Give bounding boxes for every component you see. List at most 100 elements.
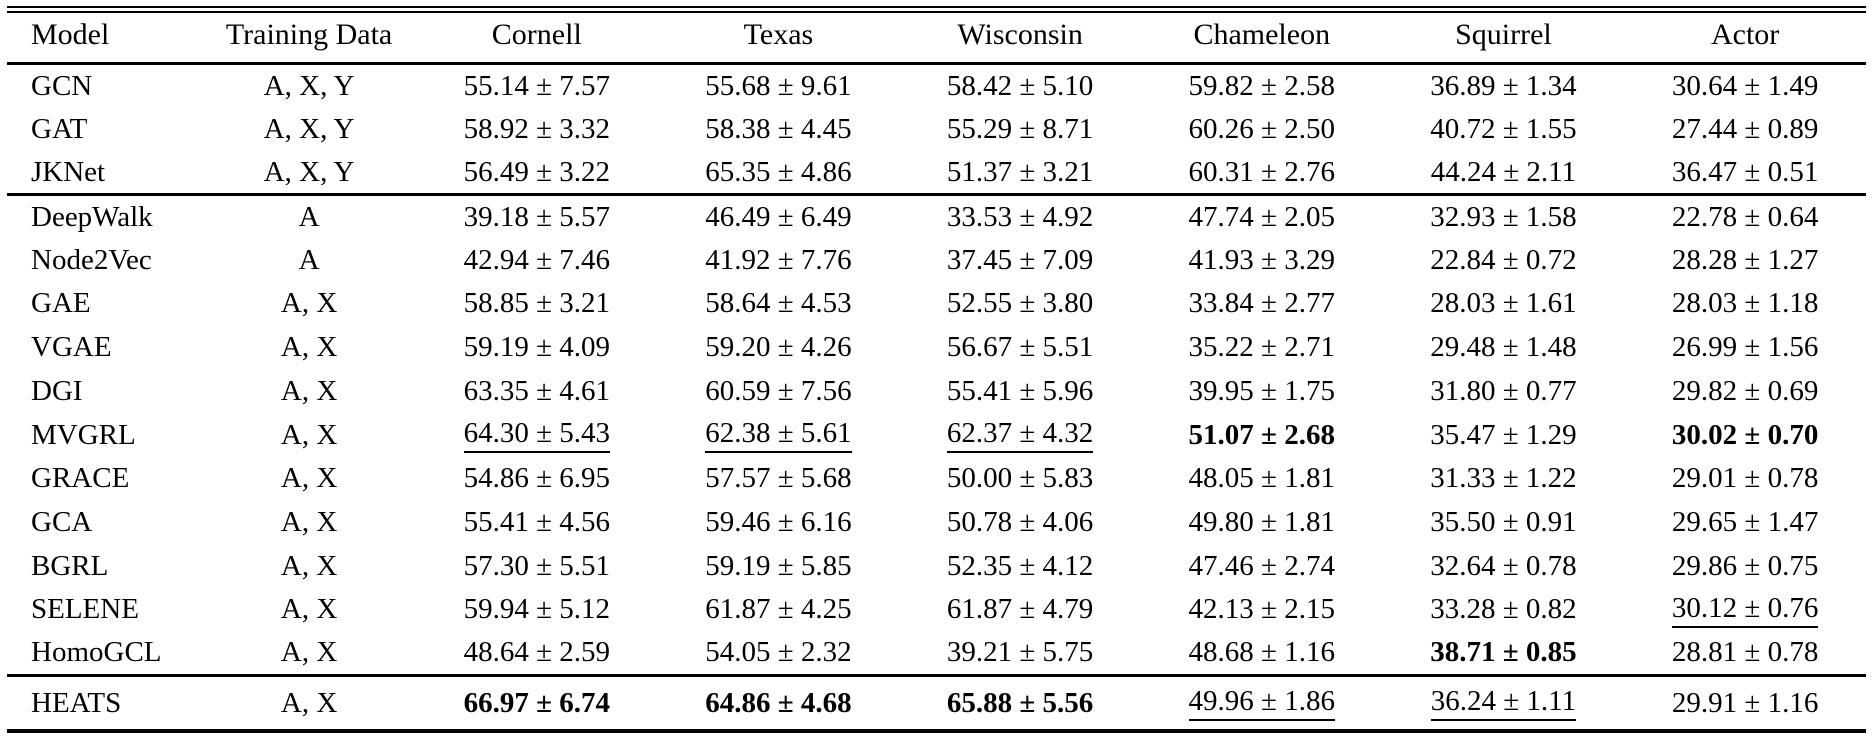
score-cell: 29.91 ± 1.16 — [1624, 676, 1866, 731]
training-data-cell: A, X, Y — [263, 155, 355, 188]
score-value: 59.94 ± 5.12 — [463, 593, 610, 626]
score-cell: 58.92 ± 3.32 — [416, 107, 658, 151]
score-cell: 59.19 ± 4.09 — [416, 326, 658, 370]
score-value: 47.74 ± 2.05 — [1188, 200, 1335, 233]
score-cell: 62.37 ± 4.32 — [899, 413, 1141, 457]
score-value: 30.02 ± 0.70 — [1671, 418, 1819, 451]
score-cell: 29.82 ± 0.69 — [1624, 369, 1866, 413]
score-cell: 27.44 ± 0.89 — [1624, 107, 1866, 151]
score-cell: 58.38 ± 4.45 — [658, 107, 900, 151]
score-value: 65.35 ± 4.86 — [705, 155, 852, 188]
training-data-cell: A, X — [280, 549, 338, 582]
score-value: 35.22 ± 2.71 — [1188, 331, 1335, 364]
score-value: 39.18 ± 5.57 — [463, 200, 610, 233]
score-value: 33.84 ± 2.77 — [1188, 287, 1335, 320]
score-value: 48.05 ± 1.81 — [1188, 462, 1335, 495]
training-data-cell: A, X, Y — [263, 69, 355, 102]
score-cell: 52.35 ± 4.12 — [899, 544, 1141, 588]
results-table: Model Training Data Cornell Texas Wiscon… — [7, 6, 1866, 733]
score-cell: 63.35 ± 4.61 — [416, 369, 658, 413]
score-cell: 55.14 ± 7.57 — [416, 64, 658, 108]
score-cell: 55.41 ± 4.56 — [416, 501, 658, 545]
table-row: GCN A, X, Y 55.14 ± 7.57 55.68 ± 9.61 58… — [7, 64, 1866, 108]
score-cell: 54.05 ± 2.32 — [658, 632, 900, 676]
table-row: GAT A, X, Y 58.92 ± 3.32 58.38 ± 4.45 55… — [7, 107, 1866, 151]
score-cell: 61.87 ± 4.79 — [899, 588, 1141, 632]
score-cell: 47.46 ± 2.74 — [1141, 544, 1383, 588]
score-cell: 22.84 ± 0.72 — [1383, 238, 1625, 282]
score-value: 59.20 ± 4.26 — [705, 331, 852, 364]
score-value: 66.97 ± 6.74 — [463, 686, 610, 719]
model-name-cell: HEATS — [31, 686, 122, 719]
score-value: 39.21 ± 5.75 — [946, 636, 1094, 669]
score-value: 36.89 ± 1.34 — [1430, 69, 1577, 102]
score-cell: 29.65 ± 1.47 — [1624, 501, 1866, 545]
training-data-cell: A, X — [280, 331, 338, 364]
proposed-model-group: HEATS A, X 66.97 ± 6.74 64.86 ± 4.68 65.… — [7, 676, 1866, 731]
score-value: 55.41 ± 4.56 — [463, 505, 610, 538]
score-value: 48.68 ± 1.16 — [1188, 636, 1335, 669]
score-cell: 48.05 ± 1.81 — [1141, 457, 1383, 501]
score-value: 63.35 ± 4.61 — [463, 374, 610, 407]
score-value: 47.46 ± 2.74 — [1188, 549, 1335, 582]
score-cell: 66.97 ± 6.74 — [416, 676, 658, 731]
score-cell: 41.92 ± 7.76 — [658, 238, 900, 282]
score-value: 56.67 ± 5.51 — [946, 331, 1094, 364]
model-name-cell: HomoGCL — [31, 636, 162, 669]
table-row: VGAE A, X 59.19 ± 4.09 59.20 ± 4.26 56.6… — [7, 326, 1866, 370]
score-cell: 56.67 ± 5.51 — [899, 326, 1141, 370]
score-cell: 28.03 ± 1.61 — [1383, 282, 1625, 326]
score-value: 54.86 ± 6.95 — [463, 462, 610, 495]
score-value: 41.92 ± 7.76 — [705, 243, 852, 276]
score-value: 61.87 ± 4.25 — [705, 593, 852, 626]
score-value: 59.46 ± 6.16 — [705, 505, 852, 538]
col-header-actor: Actor — [1624, 9, 1866, 65]
score-value: 29.86 ± 0.75 — [1671, 549, 1819, 582]
score-value: 51.07 ± 2.68 — [1188, 418, 1335, 451]
unsupervised-models-group: DeepWalk A 39.18 ± 5.57 46.49 ± 6.49 33.… — [7, 195, 1866, 676]
training-data-cell: A — [298, 243, 320, 276]
score-value: 51.37 ± 3.21 — [946, 155, 1094, 188]
training-data-cell: A, X, Y — [263, 112, 355, 145]
score-value: 60.31 ± 2.76 — [1188, 155, 1335, 188]
score-cell: 47.74 ± 2.05 — [1141, 195, 1383, 239]
score-value: 22.78 ± 0.64 — [1671, 200, 1819, 233]
score-cell: 26.99 ± 1.56 — [1624, 326, 1866, 370]
model-name-cell: DGI — [31, 374, 83, 407]
col-header-training-data: Training Data — [202, 9, 416, 65]
table-row: GAE A, X 58.85 ± 3.21 58.64 ± 4.53 52.55… — [7, 282, 1866, 326]
score-value: 64.86 ± 4.68 — [705, 686, 852, 719]
score-value: 58.42 ± 5.10 — [946, 69, 1094, 102]
score-cell: 59.46 ± 6.16 — [658, 501, 900, 545]
score-cell: 30.02 ± 0.70 — [1624, 413, 1866, 457]
score-value: 39.95 ± 1.75 — [1188, 374, 1335, 407]
training-data-cell: A, X — [280, 374, 338, 407]
table-row: Node2Vec A 42.94 ± 7.46 41.92 ± 7.76 37.… — [7, 238, 1866, 282]
score-cell: 64.30 ± 5.43 — [416, 413, 658, 457]
score-cell: 31.33 ± 1.22 — [1383, 457, 1625, 501]
score-cell: 22.78 ± 0.64 — [1624, 195, 1866, 239]
model-name-cell: Node2Vec — [31, 243, 152, 276]
score-value: 40.72 ± 1.55 — [1430, 112, 1577, 145]
score-cell: 29.86 ± 0.75 — [1624, 544, 1866, 588]
score-value: 49.80 ± 1.81 — [1188, 505, 1335, 538]
score-cell: 36.24 ± 1.11 — [1383, 676, 1625, 731]
score-value: 60.59 ± 7.56 — [705, 374, 852, 407]
score-cell: 42.94 ± 7.46 — [416, 238, 658, 282]
score-value: 55.29 ± 8.71 — [946, 112, 1094, 145]
score-value: 33.53 ± 4.92 — [946, 200, 1094, 233]
score-cell: 65.88 ± 5.56 — [899, 676, 1141, 731]
col-header-wisconsin: Wisconsin — [899, 9, 1141, 65]
score-value: 28.28 ± 1.27 — [1671, 243, 1819, 276]
score-cell: 41.93 ± 3.29 — [1141, 238, 1383, 282]
score-cell: 55.68 ± 9.61 — [658, 64, 900, 108]
score-value: 50.00 ± 5.83 — [946, 462, 1094, 495]
score-value: 29.48 ± 1.48 — [1430, 331, 1577, 364]
score-value: 58.85 ± 3.21 — [463, 287, 610, 320]
table-row: HEATS A, X 66.97 ± 6.74 64.86 ± 4.68 65.… — [7, 676, 1866, 731]
score-value: 26.99 ± 1.56 — [1671, 331, 1819, 364]
score-value: 54.05 ± 2.32 — [705, 636, 852, 669]
score-value: 32.64 ± 0.78 — [1430, 549, 1577, 582]
score-value: 29.91 ± 1.16 — [1671, 686, 1819, 719]
table-row: SELENE A, X 59.94 ± 5.12 61.87 ± 4.25 61… — [7, 588, 1866, 632]
